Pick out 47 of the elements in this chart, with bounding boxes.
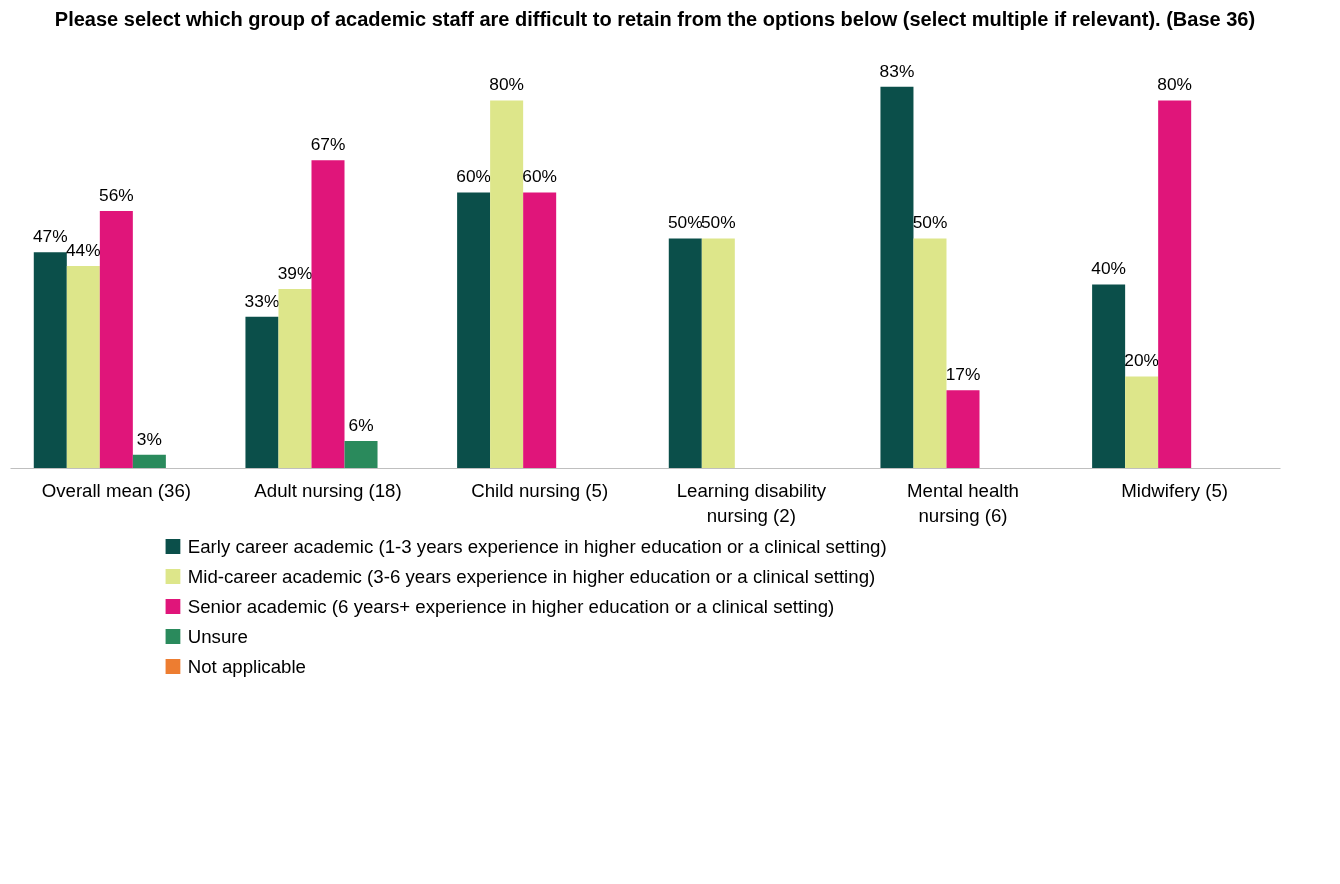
data-label: 3% xyxy=(136,428,162,449)
data-label: 60% xyxy=(456,166,491,187)
data-label: 33% xyxy=(244,290,280,311)
bar xyxy=(311,160,345,469)
data-label: 56% xyxy=(98,184,134,205)
bar xyxy=(344,440,378,469)
x-tick-label: Adult nursing (18) xyxy=(254,479,402,501)
bar xyxy=(701,238,735,469)
bar xyxy=(278,289,312,469)
bar xyxy=(99,210,133,469)
legend-label: Not applicable xyxy=(187,656,306,677)
bar xyxy=(913,238,947,469)
data-label: 39% xyxy=(277,263,313,284)
bar xyxy=(132,454,166,469)
data-label: 17% xyxy=(945,364,981,385)
data-label: 83% xyxy=(879,60,915,81)
chart-title: Please select which group of academic staff are difficult to retain from the options below (select multiple if relevant). (Base 36) xyxy=(54,7,1256,32)
legend-label: Senior academic (6 years+ experience in higher education or a clinical setting) xyxy=(187,596,835,617)
bar xyxy=(880,86,914,469)
bar xyxy=(245,316,279,469)
data-label: 60% xyxy=(522,166,558,187)
bar xyxy=(523,192,557,469)
data-label: 50% xyxy=(667,212,703,233)
legend-label: Unsure xyxy=(187,626,248,647)
bar xyxy=(457,192,491,469)
bar xyxy=(490,100,524,469)
x-tick-label: Overall mean (36) xyxy=(41,479,191,501)
bar xyxy=(66,266,100,469)
bar xyxy=(946,390,980,469)
data-label: 40% xyxy=(1091,258,1126,279)
data-label: 47% xyxy=(32,226,68,247)
bar xyxy=(1158,100,1192,469)
bar xyxy=(33,252,67,469)
legend-label: Early career academic (1-3 years experience in higher education or a clinical setting) xyxy=(187,536,887,557)
x-tick-label: Midwifery (5) xyxy=(1121,479,1229,501)
data-label: 80% xyxy=(1157,74,1193,95)
legend-label: Mid-career academic (3-6 years experience in higher education or a clinical setting) xyxy=(187,566,876,587)
bar xyxy=(668,238,702,469)
x-tick-label: Child nursing (5) xyxy=(471,479,609,501)
data-label: 80% xyxy=(489,74,524,95)
data-label: 50% xyxy=(912,212,948,233)
x-tick-label: Learning disability nursing (2) xyxy=(676,479,827,526)
bar xyxy=(1125,376,1159,469)
x-tick-label: Mental health nursing (6) xyxy=(906,479,1020,526)
data-label: 67% xyxy=(310,134,346,155)
bar xyxy=(1092,284,1126,469)
data-label: 6% xyxy=(348,414,374,435)
